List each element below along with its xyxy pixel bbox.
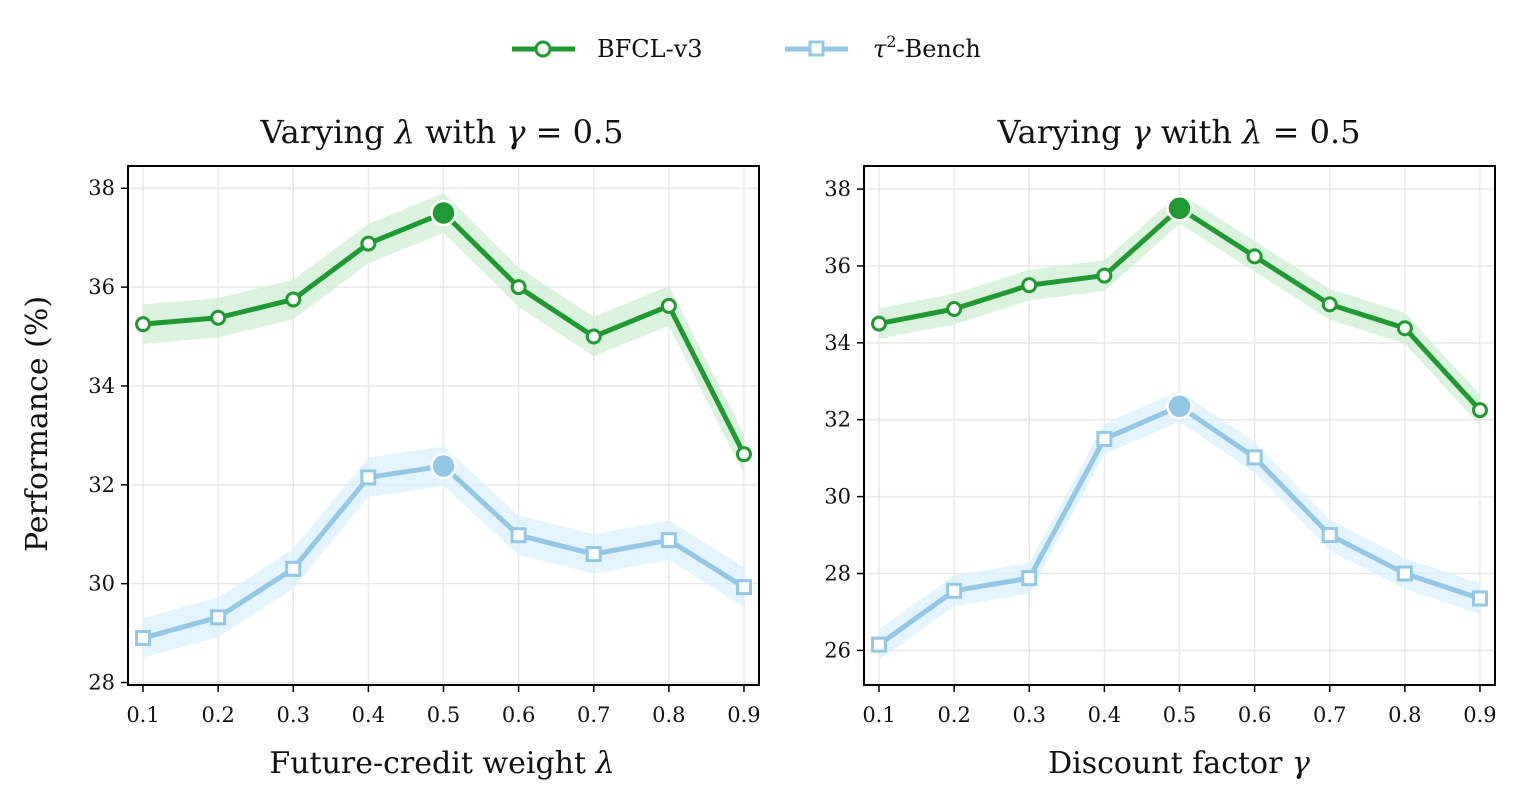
data-point (1321, 527, 1338, 544)
data-point (510, 279, 527, 296)
data-point (135, 316, 152, 333)
data-point (871, 315, 888, 332)
x-tick-label: 0.6 (1238, 703, 1271, 727)
data-point (1096, 430, 1113, 447)
data-point (210, 609, 227, 626)
x-tick-label: 0.8 (652, 703, 685, 727)
data-point (585, 328, 602, 345)
x-tick-label: 0.3 (277, 703, 310, 727)
y-tick-label: 32 (824, 408, 851, 432)
data-point (1471, 590, 1488, 607)
y-tick-label: 28 (88, 671, 115, 695)
y-axis-label: Performance (%) (20, 296, 55, 552)
legend-label-bfcl: BFCL-v3 (597, 35, 703, 63)
data-point (1246, 449, 1263, 466)
data-point (360, 235, 377, 252)
x-tick-label: 0.8 (1388, 703, 1421, 727)
y-tick-label: 30 (824, 485, 851, 509)
data-point (210, 309, 227, 326)
plot-area-gamma: 0.1 0.2 0.3 0.4 0.5 0.6 0.7 0.8 0.9 26 28 30 32 34 36 3… (824, 165, 1497, 727)
data-point (735, 446, 752, 463)
legend-marker-bfcl (534, 40, 552, 58)
x-tick-label: 0.6 (502, 703, 535, 727)
x-tick-label: 0.4 (1088, 703, 1121, 727)
data-point (946, 301, 963, 318)
x-tick-label: 0.7 (577, 703, 610, 727)
data-point (1021, 277, 1038, 294)
data-point-highlight (1166, 393, 1193, 420)
legend-label-tau2-main: τ (873, 35, 887, 63)
data-point (871, 636, 888, 653)
data-point (1096, 267, 1113, 284)
y-tick-label: 38 (88, 176, 115, 200)
y-tick-label: 38 (824, 177, 851, 201)
chart-panel-gamma: Varying γ with λ = 0.5 Discount factor γ… (824, 113, 1496, 781)
legend-label-tau2-sup: 2 (886, 32, 896, 51)
y-tick-label: 32 (88, 473, 115, 497)
data-point (585, 546, 602, 563)
x-tick-label: 0.4 (352, 703, 385, 727)
legend: BFCL-v3 τ2-Bench (512, 32, 981, 63)
data-point (510, 527, 527, 544)
data-point (285, 291, 302, 308)
data-point-highlight (430, 452, 457, 480)
data-point-highlight (1166, 195, 1193, 222)
data-point (1246, 248, 1263, 265)
series-band-0 (143, 193, 744, 474)
x-tick-label: 0.7 (1313, 703, 1346, 727)
series-band-1 (143, 446, 744, 658)
x-tick-label: 0.2 (201, 703, 234, 727)
data-point (360, 469, 377, 486)
x-tick-label: 0.5 (427, 703, 460, 727)
panel-title-gamma: Varying γ with λ = 0.5 (996, 113, 1360, 151)
x-tick-label: 0.9 (1463, 703, 1496, 727)
data-point-highlight (430, 199, 457, 227)
series-band-0 (879, 192, 1480, 426)
x-tick-label: 0.5 (1163, 703, 1196, 727)
data-point (1021, 570, 1038, 587)
data-point (660, 532, 677, 549)
y-tick-label: 30 (88, 572, 115, 596)
y-tick-label: 34 (824, 331, 851, 355)
series-band-1 (879, 390, 1480, 661)
panel-title-lambda: Varying λ with γ = 0.5 (259, 113, 623, 151)
x-axis-label-lambda: Future-credit weight λ (269, 746, 614, 781)
x-tick-label: 0.1 (862, 703, 895, 727)
x-tick-label: 0.1 (126, 703, 159, 727)
data-point (946, 582, 963, 599)
data-point (1396, 320, 1413, 337)
y-tick-label: 28 (824, 562, 851, 586)
chart-panel-lambda: Varying λ with γ = 0.5 Performance (%) F… (20, 113, 761, 781)
y-tick-label: 34 (88, 374, 115, 398)
legend-label-tau2: τ2-Bench (873, 32, 981, 63)
x-tick-label: 0.3 (1013, 703, 1046, 727)
x-tick-label: 0.2 (937, 703, 970, 727)
data-point (1321, 296, 1338, 313)
data-point (135, 630, 152, 647)
data-point (735, 579, 752, 596)
plot-area-lambda: 0.1 0.2 0.3 0.4 0.5 0.6 0.7 0.8 0.9 28 30 32 34 36 38 (88, 165, 761, 727)
legend-item-tau2: τ2-Bench (785, 32, 981, 63)
y-tick-label: 26 (824, 638, 851, 662)
x-tick-label: 0.9 (727, 703, 760, 727)
data-point (285, 560, 302, 577)
legend-label-tau2-rest: -Bench (896, 35, 980, 63)
data-point (1396, 565, 1413, 582)
legend-marker-tau2 (808, 40, 825, 57)
legend-item-bfcl: BFCL-v3 (512, 35, 703, 63)
y-tick-label: 36 (88, 275, 115, 299)
data-point (660, 297, 677, 314)
x-axis-label-gamma: Discount factor γ (1048, 746, 1310, 781)
data-point (1471, 402, 1488, 419)
y-tick-label: 36 (824, 254, 851, 278)
